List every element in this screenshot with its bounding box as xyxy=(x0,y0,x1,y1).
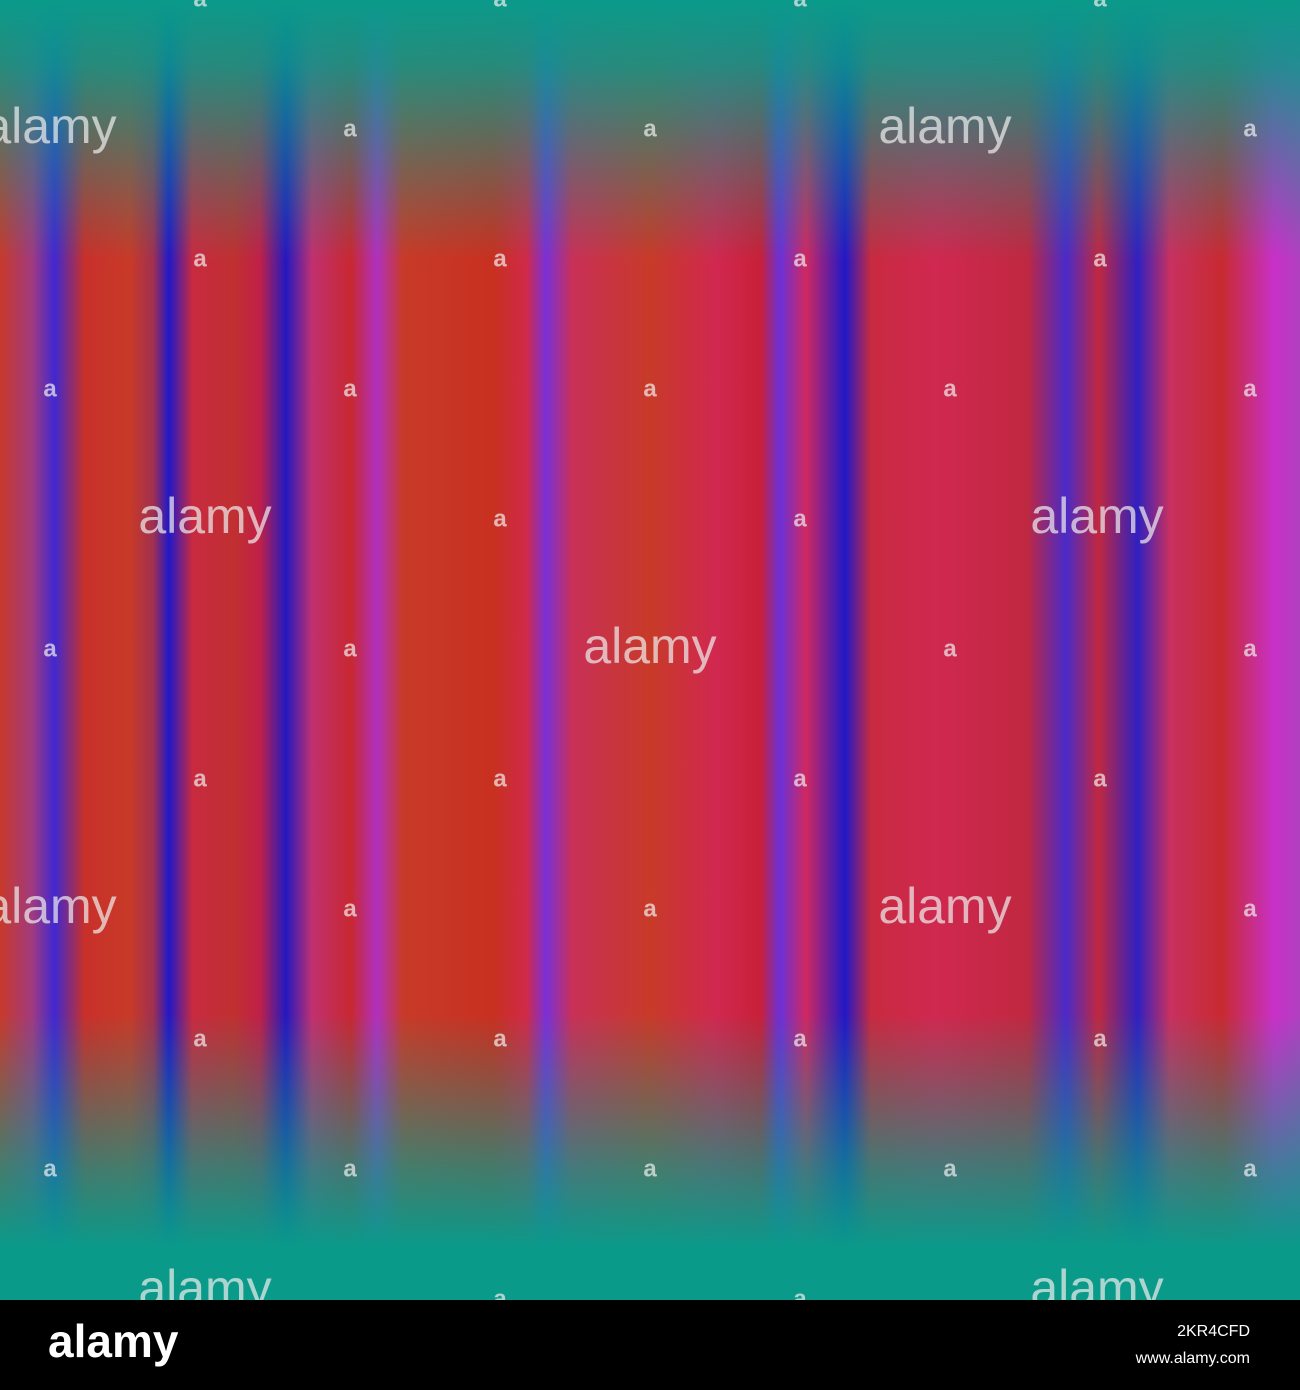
watermark-mark: a xyxy=(493,1025,507,1052)
watermark-mark: a xyxy=(343,1155,357,1182)
watermark-logo: alamy xyxy=(0,878,117,934)
watermark-mark: a xyxy=(43,375,57,402)
watermark-logo: alamy xyxy=(0,98,117,154)
watermark-mark: a xyxy=(793,505,807,532)
watermark-mark: a xyxy=(643,1155,657,1182)
watermark-mark: a xyxy=(193,1025,207,1052)
watermark-mark: a xyxy=(1243,895,1257,922)
watermark-mark: a xyxy=(1093,0,1107,12)
watermark-mark: a xyxy=(793,765,807,792)
footer-logo: alamy xyxy=(48,1315,179,1367)
watermark-logo: alamy xyxy=(878,878,1011,934)
watermark-mark: a xyxy=(493,245,507,272)
watermark-mark: a xyxy=(943,635,957,662)
watermark-logo: alamy xyxy=(583,618,716,674)
watermark-mark: a xyxy=(193,245,207,272)
watermark-mark: a xyxy=(793,0,807,12)
watermark-mark: a xyxy=(343,115,357,142)
image: alamy alamy alamy alamy alamy alamy alamy alamy… xyxy=(0,0,1300,1316)
watermark-logo: alamy xyxy=(1030,488,1163,544)
watermark-mark: a xyxy=(643,115,657,142)
watermark-mark: a xyxy=(1243,635,1257,662)
watermark-mark: a xyxy=(793,245,807,272)
watermark-logo: alamy xyxy=(138,1260,271,1316)
watermark-mark: a xyxy=(793,1025,807,1052)
watermark-mark: a xyxy=(1243,1155,1257,1182)
watermark-mark: a xyxy=(643,895,657,922)
watermark-mark: a xyxy=(943,1155,957,1182)
footer-bar xyxy=(0,1300,1300,1390)
site-url: www.alamy.com xyxy=(1135,1350,1250,1367)
watermark-mark: a xyxy=(1093,1025,1107,1052)
watermark-mark: a xyxy=(643,375,657,402)
watermark-mark: a xyxy=(193,765,207,792)
watermark-mark: a xyxy=(193,0,207,12)
watermarks: alamy alamy alamy alamy alamy alamy alamy alamy… xyxy=(0,0,1257,1316)
watermark-mark: a xyxy=(793,1285,807,1312)
watermark-mark: a xyxy=(493,0,507,12)
watermark-logo: alamy xyxy=(1030,1260,1163,1316)
watermark-logo: alamy xyxy=(138,488,271,544)
watermark-mark: a xyxy=(943,375,957,402)
watermark-mark: a xyxy=(1243,375,1257,402)
watermark-mark: a xyxy=(493,765,507,792)
watermark-logo: alamy xyxy=(878,98,1011,154)
watermark-mark: a xyxy=(1243,115,1257,142)
watermark-mark: a xyxy=(1093,245,1107,272)
watermark-mark: a xyxy=(493,1285,507,1312)
image-id: 2KR4CFD xyxy=(1177,1323,1250,1340)
watermark-mark: a xyxy=(43,635,57,662)
watermark-mark: a xyxy=(343,635,357,662)
teal-fade xyxy=(0,0,1300,1300)
watermark-mark: a xyxy=(493,505,507,532)
watermark-mark: a xyxy=(43,1155,57,1182)
watermark-mark: a xyxy=(343,895,357,922)
watermark-mark: a xyxy=(343,375,357,402)
watermark-mark: a xyxy=(1093,765,1107,792)
